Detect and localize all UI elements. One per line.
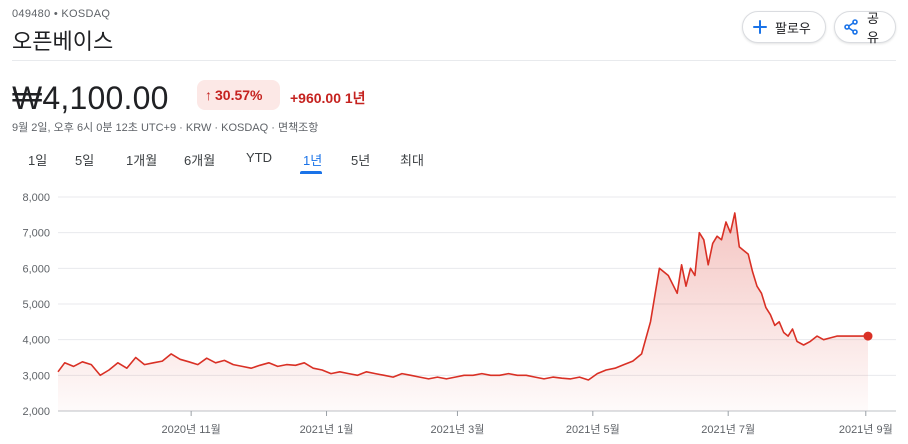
price-line <box>57 212 868 381</box>
active-tab-indicator <box>300 171 322 174</box>
x-tick-label: 2021년 5월 <box>566 423 620 436</box>
change-percent-chip: ↑ 30.57% <box>197 80 280 110</box>
header-divider <box>12 60 896 61</box>
ticker-label: 049480 • KOSDAQ <box>12 8 111 20</box>
y-tick-label: 7,000 <box>22 228 50 240</box>
last-price-dot <box>863 331 873 341</box>
x-tick-label: 2021년 9월 <box>839 423 893 436</box>
tab-6m[interactable]: 6개월 <box>184 153 216 168</box>
y-tick-label: 3,000 <box>22 370 50 382</box>
share-button[interactable]: 공유 <box>834 11 896 45</box>
follow-label: 팔로우 <box>775 20 811 36</box>
y-tick-label: 8,000 <box>22 192 50 204</box>
y-axis: 2,000 3,000 4,000 5,000 6,000 7,000 8,000 <box>22 192 50 418</box>
company-name: 오픈베이스 <box>12 29 114 54</box>
plus-icon <box>753 20 767 34</box>
share-icon <box>843 19 859 35</box>
tab-ytd[interactable]: YTD <box>246 150 272 165</box>
change-absolute: +960.00 1년 <box>290 90 366 106</box>
tab-1m[interactable]: 1개월 <box>126 153 158 168</box>
tab-5d[interactable]: 5일 <box>75 153 95 168</box>
y-tick-label: 4,000 <box>22 335 50 347</box>
tab-max[interactable]: 최대 <box>400 153 424 168</box>
price-chart[interactable]: 2,000 3,000 4,000 5,000 6,000 7,000 8,000 2020… <box>0 185 908 444</box>
tab-1y[interactable]: 1년 <box>303 153 323 168</box>
quote-meta: 9월 2일, 오후 6시 0분 12초 UTC+9 · KRW · KOSDAQ… <box>12 122 319 134</box>
tab-5y[interactable]: 5년 <box>351 153 371 168</box>
x-tick-label: 2020년 11월 <box>162 423 221 436</box>
x-tick-label: 2021년 1월 <box>300 423 354 436</box>
x-tick-label: 2021년 3월 <box>431 423 485 436</box>
change-percent: 30.57% <box>215 87 263 103</box>
x-axis: 2020년 11월 2021년 1월 2021년 3월 2021년 5월 2021년 7… <box>162 411 893 436</box>
price-area <box>58 213 868 411</box>
x-tick-label: 2021년 7월 <box>701 423 755 436</box>
arrow-up-icon: ↑ <box>205 87 212 103</box>
y-tick-label: 5,000 <box>22 299 50 311</box>
tab-1d[interactable]: 1일 <box>28 153 48 168</box>
follow-button[interactable]: 팔로우 <box>742 11 826 43</box>
y-tick-label: 6,000 <box>22 263 50 275</box>
share-label: 공유 <box>867 11 879 45</box>
y-tick-label: 2,000 <box>22 406 50 418</box>
current-price: ₩4,100.00 <box>12 80 169 116</box>
